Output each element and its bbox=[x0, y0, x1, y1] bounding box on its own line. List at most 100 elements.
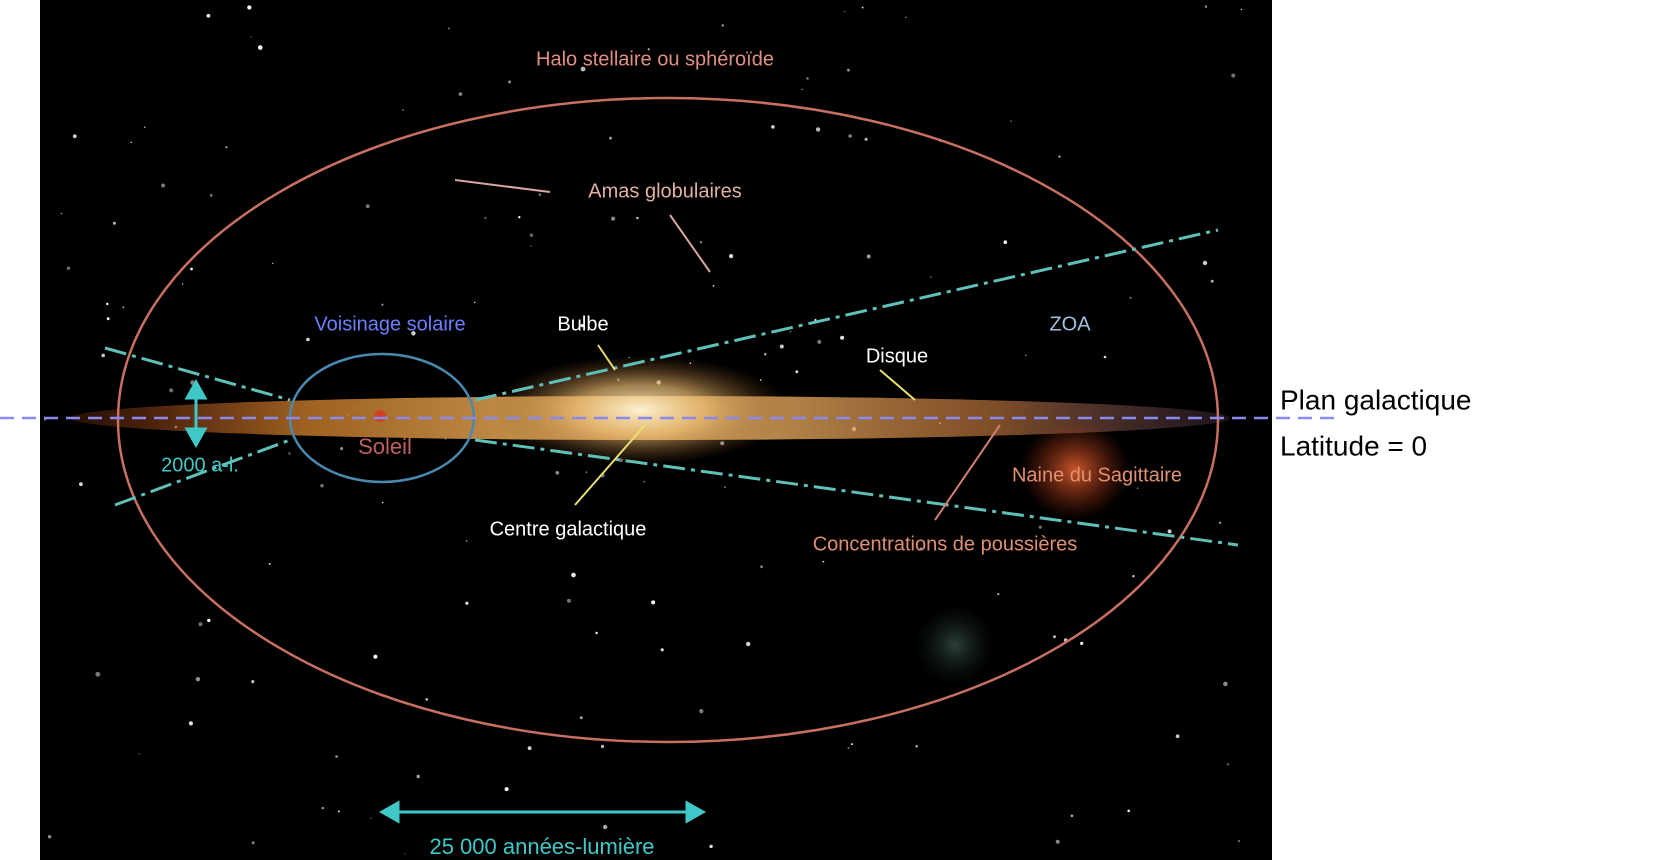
sun-dot bbox=[374, 410, 386, 422]
star bbox=[474, 302, 475, 303]
star bbox=[1231, 73, 1235, 77]
star bbox=[713, 285, 715, 287]
star bbox=[795, 370, 798, 373]
star bbox=[73, 134, 77, 138]
star bbox=[95, 672, 100, 677]
star bbox=[530, 234, 533, 237]
star bbox=[101, 354, 105, 358]
star bbox=[338, 810, 340, 812]
galaxy-diagram: Halo stellaire ou sphéroïde Amas globula… bbox=[0, 0, 1672, 860]
star bbox=[210, 194, 213, 197]
star bbox=[847, 69, 850, 72]
zoa-label: ZOA bbox=[1049, 313, 1091, 335]
star bbox=[130, 142, 132, 144]
star bbox=[250, 36, 251, 37]
star bbox=[207, 619, 210, 622]
star bbox=[139, 753, 140, 754]
star bbox=[567, 599, 571, 603]
star bbox=[729, 254, 733, 258]
star bbox=[67, 267, 70, 270]
star bbox=[505, 787, 509, 791]
star bbox=[790, 331, 792, 333]
star bbox=[196, 677, 200, 681]
star bbox=[780, 345, 784, 349]
faint-cluster bbox=[915, 605, 995, 685]
side-label: Latitude = 0 bbox=[1280, 430, 1427, 461]
star bbox=[1104, 356, 1107, 359]
thickness-label: 2000 a-l. bbox=[161, 454, 239, 476]
star bbox=[1203, 261, 1207, 265]
star bbox=[381, 304, 383, 306]
star bbox=[1053, 635, 1056, 638]
star bbox=[644, 481, 646, 483]
star bbox=[603, 825, 607, 829]
star bbox=[322, 807, 324, 809]
star bbox=[465, 602, 468, 605]
star bbox=[595, 632, 597, 634]
star bbox=[586, 472, 587, 473]
star bbox=[340, 447, 343, 450]
star bbox=[844, 11, 845, 12]
star bbox=[539, 193, 542, 196]
star bbox=[1137, 487, 1139, 489]
star bbox=[865, 138, 868, 141]
star bbox=[1227, 763, 1229, 765]
star bbox=[484, 217, 486, 219]
star bbox=[699, 709, 703, 713]
star bbox=[530, 246, 531, 247]
star bbox=[225, 146, 227, 148]
star bbox=[1130, 297, 1132, 299]
star bbox=[320, 484, 323, 487]
star bbox=[1205, 5, 1207, 7]
star bbox=[448, 28, 449, 29]
star bbox=[113, 222, 116, 225]
star bbox=[862, 7, 864, 9]
star bbox=[366, 204, 370, 208]
star bbox=[764, 353, 766, 355]
star bbox=[1223, 682, 1228, 687]
star bbox=[107, 317, 110, 320]
star bbox=[425, 698, 428, 701]
star bbox=[997, 593, 999, 595]
star bbox=[709, 845, 712, 848]
star bbox=[169, 388, 173, 392]
star bbox=[79, 482, 83, 486]
star bbox=[269, 563, 271, 565]
star bbox=[848, 747, 850, 749]
star bbox=[508, 80, 511, 83]
star bbox=[382, 502, 384, 504]
star bbox=[1080, 642, 1083, 645]
star bbox=[252, 841, 255, 844]
star bbox=[746, 642, 750, 646]
star bbox=[771, 125, 775, 129]
star bbox=[198, 622, 202, 626]
star bbox=[1025, 355, 1027, 357]
star bbox=[609, 137, 612, 140]
star bbox=[848, 134, 852, 138]
star bbox=[1004, 240, 1008, 244]
star bbox=[806, 77, 809, 80]
star bbox=[905, 17, 907, 19]
star bbox=[1071, 815, 1074, 818]
star bbox=[161, 184, 165, 188]
star bbox=[724, 486, 726, 488]
star bbox=[817, 340, 821, 344]
star bbox=[258, 45, 263, 50]
star bbox=[335, 755, 338, 758]
star bbox=[189, 721, 193, 725]
star bbox=[288, 452, 290, 454]
star bbox=[1241, 9, 1243, 11]
star bbox=[48, 835, 51, 838]
star bbox=[1058, 155, 1060, 157]
bulge-label: Bulbe bbox=[557, 313, 608, 335]
star bbox=[851, 743, 853, 745]
star bbox=[417, 775, 420, 778]
star bbox=[722, 24, 724, 26]
star bbox=[251, 680, 254, 683]
star bbox=[580, 716, 583, 719]
star bbox=[801, 89, 803, 91]
star bbox=[402, 109, 404, 111]
star bbox=[190, 268, 193, 271]
star bbox=[556, 471, 560, 475]
star bbox=[1219, 522, 1221, 524]
